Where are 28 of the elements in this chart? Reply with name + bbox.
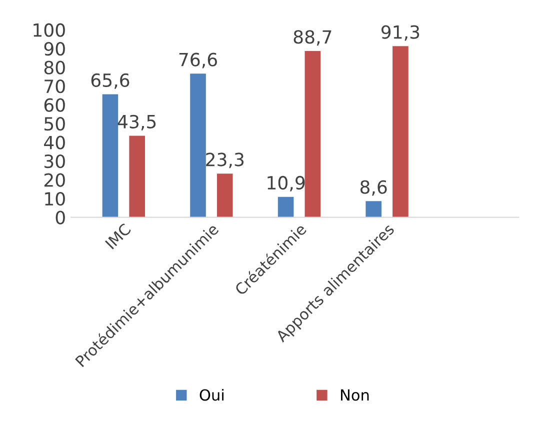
- y-tick-label: 100: [34, 23, 65, 37]
- y-tick-label: 10: [45, 192, 65, 206]
- data-label: 10,9: [268, 176, 305, 192]
- y-tick-label: 90: [44, 42, 65, 56]
- y-tick-label: 80: [44, 60, 65, 74]
- legend-label: Oui: [200, 388, 224, 401]
- y-tick-label: 70: [44, 80, 65, 94]
- bar: [216, 174, 233, 218]
- bar: [129, 136, 145, 218]
- y-tick-label: 20: [44, 173, 65, 187]
- data-label: 76,6: [179, 52, 217, 68]
- bar: [392, 46, 408, 218]
- bar: [102, 94, 118, 218]
- y-tick-label: 50: [44, 117, 65, 131]
- bar: [366, 201, 382, 218]
- data-label: 23,3: [206, 152, 244, 168]
- bar: [278, 196, 294, 218]
- data-label: 8,6: [360, 180, 387, 196]
- data-label: 88,7: [294, 30, 332, 46]
- y-tick-label: 30: [44, 154, 65, 168]
- y-tick-label: 0: [56, 210, 65, 224]
- data-label: 65,6: [91, 73, 130, 89]
- legend-label: Non: [340, 389, 369, 401]
- y-tick-label: 40: [44, 136, 65, 150]
- data-label: 91,3: [381, 25, 420, 41]
- bar: [304, 51, 321, 218]
- bar: [190, 74, 206, 218]
- y-tick-label: 60: [44, 98, 65, 112]
